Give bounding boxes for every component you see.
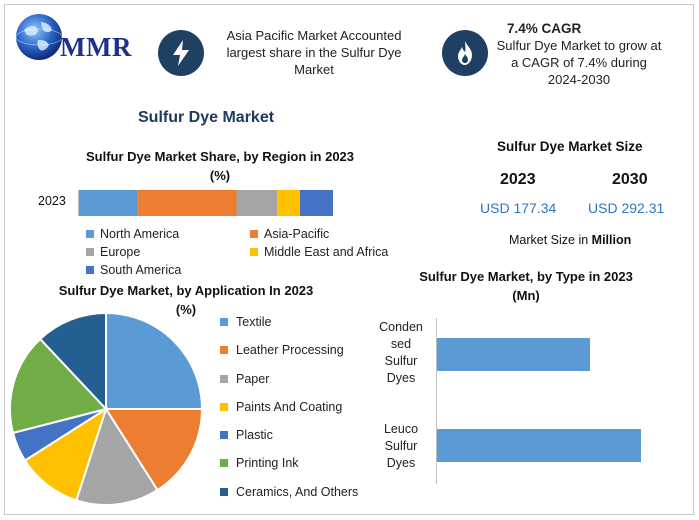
type-chart-title: Sulfur Dye Market, by Type in 2023 (Mn)	[398, 267, 654, 305]
legend-swatch	[86, 266, 94, 274]
legend-label: Ceramics, And Others	[236, 484, 359, 499]
region-stacked-bar	[78, 190, 333, 216]
type-tick-line: Sulfur	[384, 354, 418, 368]
legend-swatch	[86, 230, 94, 238]
legend-leather-processing: Leather Processing	[220, 341, 390, 359]
region-bar-segment-middle-east-and-africa	[277, 190, 300, 216]
lightning-bolt-icon	[158, 30, 204, 76]
page-title: Sulfur Dye Market	[138, 109, 275, 126]
legend-label: Asia-Pacific	[264, 227, 330, 241]
type-tick-line: sed	[390, 337, 412, 351]
legend-label: Paper	[236, 371, 270, 386]
legend-swatch	[220, 459, 228, 468]
pie-slice-leather-processing	[104, 408, 204, 492]
legend-south-america: South America	[86, 263, 181, 277]
legend-swatch	[220, 346, 228, 355]
application-pie-chart	[9, 311, 204, 506]
type-tick-line: Leuco	[383, 422, 419, 436]
pie-slice-ceramics-and-others	[38, 311, 107, 412]
legend-label: Europe	[100, 245, 141, 259]
pie-slice-textile	[105, 311, 204, 410]
type-tick-line: Sulfur	[384, 439, 418, 453]
type-tick-leuco: Leuco Sulfur Dyes	[372, 421, 430, 472]
market-size-title: Sulfur Dye Market Size	[497, 139, 643, 154]
region-bar-segment-europe	[236, 190, 278, 216]
highlight-region-text: Asia Pacific Market Accounted largest sh…	[226, 28, 402, 77]
application-chart-title: Sulfur Dye Market, by Application In 202…	[26, 281, 346, 319]
legend-swatch	[220, 402, 228, 411]
legend-swatch	[250, 248, 258, 256]
market-size-note-unit: Million	[591, 233, 632, 247]
application-chart-subtitle: (%)	[175, 302, 197, 317]
pie-slice-paints-and-coating	[23, 406, 108, 502]
cagr-title: 7.4% CAGR	[507, 21, 582, 36]
cagr-text: Sulfur Dye Market to grow at a CAGR of 7…	[496, 38, 662, 87]
globe-logo-icon	[14, 12, 64, 62]
legend-swatch	[250, 230, 258, 238]
legend-paper: Paper	[220, 370, 390, 388]
legend-label: Textile	[236, 315, 272, 329]
infographic-frame	[4, 4, 694, 515]
type-bar-condensed-sulfur-dyes	[437, 338, 590, 371]
legend-label: Printing Ink	[236, 456, 299, 471]
legend-north-america: North America	[86, 227, 179, 241]
market-size-value-2030: USD 292.31	[588, 200, 665, 216]
legend-label: Middle East and Africa	[264, 245, 389, 259]
region-bar-segment-north-america	[79, 190, 138, 216]
legend-printing-ink: Printing Ink	[220, 454, 390, 472]
legend-middle-east-africa: Middle East and Africa	[250, 245, 388, 259]
type-tick-condensed: Conden sed Sulfur Dyes	[372, 319, 430, 387]
type-chart-title-text: Sulfur Dye Market, by Type in 2023	[419, 269, 633, 284]
pie-slice-paper	[75, 406, 159, 506]
legend-label: Leather Processing	[236, 343, 344, 358]
region-bar-segment-asia-pacific	[137, 190, 237, 216]
region-bar-segment-south-america	[299, 190, 333, 216]
region-chart-title-text: Sulfur Dye Market Share, by Region in 20…	[85, 149, 355, 164]
type-tick-line: Dyes	[386, 456, 416, 470]
application-legend: Textile Leather Processing Paper Paints And…	[220, 313, 390, 511]
legend-label: Plastic	[236, 428, 273, 443]
legend-ceramics-and-others: Ceramics, And Others	[220, 483, 390, 501]
legend-label: North America	[100, 227, 180, 241]
legend-swatch	[220, 374, 228, 383]
highlight-card-region: Asia Pacific Market Accounted largest sh…	[156, 24, 494, 86]
legend-swatch	[86, 248, 94, 256]
legend-label: Paints And Coating	[236, 399, 343, 414]
legend-europe: Europe	[86, 245, 140, 259]
logo-text: MMR	[60, 32, 132, 62]
legend-swatch	[220, 431, 228, 440]
type-bar-leuco-sulfur-dyes	[437, 429, 641, 462]
legend-label: South America	[100, 263, 182, 277]
type-bar-chart	[436, 318, 641, 484]
market-size-year-2030: 2030	[612, 171, 648, 188]
legend-textile: Textile	[220, 313, 390, 331]
market-size-year-2023: 2023	[500, 171, 536, 188]
market-size-note-prefix: Market Size in	[509, 233, 592, 247]
application-chart-title-text: Sulfur Dye Market, by Application In 202…	[58, 283, 314, 298]
region-bar-label-2023: 2023	[38, 194, 66, 208]
region-chart-title: Sulfur Dye Market Share, by Region in 20…	[60, 147, 380, 185]
market-size-value-2023: USD 177.34	[480, 200, 557, 216]
market-size-note: Market Size in Million	[509, 233, 631, 247]
legend-asia-pacific: Asia-Pacific	[250, 227, 329, 241]
legend-swatch	[220, 487, 228, 496]
flame-icon	[442, 30, 488, 76]
legend-plastic: Plastic	[220, 426, 390, 444]
region-legend: North America Asia-Pacific Europe Middle…	[86, 227, 406, 281]
region-chart-subtitle: (%)	[209, 168, 231, 183]
type-chart-subtitle: (Mn)	[512, 288, 540, 303]
type-tick-line: Dyes	[386, 371, 416, 385]
type-tick-line: Conden	[379, 320, 423, 334]
legend-paints-and-coating: Paints And Coating	[220, 398, 390, 416]
pie-slice-printing-ink	[9, 337, 108, 435]
legend-swatch	[220, 318, 228, 326]
